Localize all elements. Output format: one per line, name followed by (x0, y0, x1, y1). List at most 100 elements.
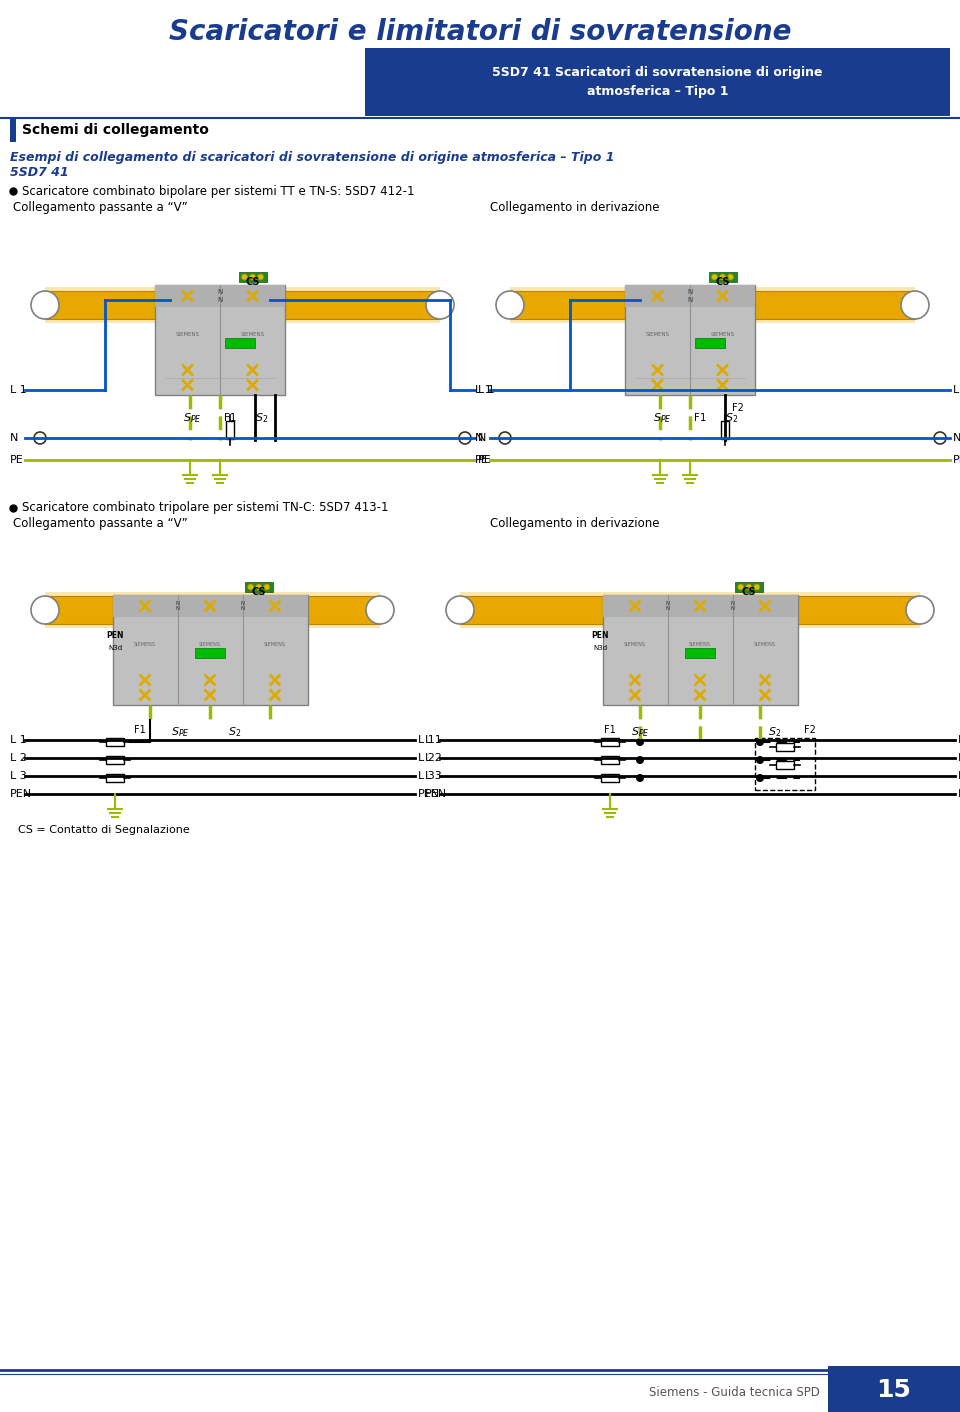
Circle shape (636, 774, 644, 782)
Text: Scaricatore combinato bipolare per sistemi TT e TN-S: 5SD7 412-1: Scaricatore combinato bipolare per siste… (22, 185, 415, 198)
Bar (106, 774, 124, 782)
Bar (601, 755, 619, 764)
Text: N
N: N N (687, 289, 692, 302)
Bar (603, 594, 798, 617)
Bar (45, 291, 440, 319)
Text: 15: 15 (876, 1378, 911, 1402)
Bar (510, 287, 915, 323)
Circle shape (906, 596, 934, 624)
Circle shape (446, 596, 474, 624)
Text: CS = Contatto di Segnalazione: CS = Contatto di Segnalazione (18, 825, 190, 834)
Text: $S_2$: $S_2$ (228, 726, 242, 738)
Text: CS: CS (715, 277, 730, 287)
Text: L 1: L 1 (958, 736, 960, 746)
Bar (460, 592, 920, 628)
Bar (245, 582, 273, 592)
Text: L 3: L 3 (958, 771, 960, 781)
Circle shape (719, 274, 726, 280)
Text: N: N (478, 433, 487, 443)
Circle shape (255, 585, 262, 590)
Circle shape (711, 274, 717, 280)
Text: L 1: L 1 (953, 385, 960, 395)
Text: F1: F1 (694, 412, 707, 424)
Text: Esempi di collegamento di scaricatori di sovratensione di origine atmosferica – : Esempi di collegamento di scaricatori di… (10, 151, 614, 164)
Text: SIEMENS: SIEMENS (645, 332, 669, 337)
Text: L 2: L 2 (425, 753, 442, 762)
Text: PE: PE (475, 455, 489, 465)
Bar (601, 774, 619, 782)
Text: SIEMENS: SIEMENS (240, 332, 265, 337)
Text: Schemi di collegamento: Schemi di collegamento (22, 123, 209, 137)
Bar (708, 273, 736, 282)
Text: L 2: L 2 (418, 753, 435, 762)
Text: N
N: N N (240, 600, 245, 611)
Circle shape (31, 596, 59, 624)
Bar (45, 592, 380, 628)
Text: PE: PE (953, 455, 960, 465)
Circle shape (636, 738, 644, 746)
Bar (685, 648, 715, 658)
Bar (155, 285, 285, 306)
Text: PEN: PEN (10, 789, 32, 799)
Bar (155, 285, 285, 395)
Text: F1: F1 (604, 724, 616, 736)
Bar (776, 743, 794, 751)
Circle shape (257, 274, 263, 280)
Text: PE: PE (10, 455, 24, 465)
Bar (776, 761, 794, 770)
Text: N
N: N N (665, 600, 669, 611)
Text: PEN: PEN (107, 631, 124, 640)
Text: Collegamento in derivazione: Collegamento in derivazione (490, 518, 660, 531)
Circle shape (459, 432, 471, 443)
Circle shape (31, 291, 59, 319)
Bar (734, 582, 763, 592)
Text: PEN: PEN (418, 789, 440, 799)
Text: L 1: L 1 (478, 385, 494, 395)
Circle shape (636, 755, 644, 764)
Bar (695, 337, 725, 347)
Text: F2: F2 (804, 724, 816, 736)
Text: Collegamento in derivazione: Collegamento in derivazione (490, 202, 660, 215)
Text: Siemens - Guida tecnica SPD: Siemens - Guida tecnica SPD (649, 1387, 820, 1399)
Text: $S_2$: $S_2$ (726, 411, 738, 425)
Text: SIEMENS: SIEMENS (199, 642, 221, 648)
Bar (195, 648, 225, 658)
Text: $S_2$: $S_2$ (768, 726, 781, 738)
Circle shape (248, 585, 253, 590)
Text: N
N: N N (176, 600, 180, 611)
Text: F1: F1 (134, 724, 146, 736)
Text: F2: F2 (732, 402, 744, 412)
Text: 5SD7 41: 5SD7 41 (10, 165, 69, 178)
Circle shape (496, 291, 524, 319)
Circle shape (34, 432, 46, 443)
Bar (112, 594, 307, 705)
Bar (603, 594, 798, 705)
Bar (238, 273, 267, 282)
Text: N
N: N N (731, 600, 734, 611)
Text: $S_{PE}$: $S_{PE}$ (182, 411, 202, 425)
Bar (106, 738, 124, 746)
Text: CS: CS (741, 587, 756, 597)
Text: $S_{PE}$: $S_{PE}$ (653, 411, 671, 425)
Bar (601, 738, 619, 746)
Text: L 3: L 3 (418, 771, 435, 781)
Circle shape (754, 585, 759, 590)
Circle shape (737, 585, 744, 590)
Text: N: N (475, 433, 484, 443)
Text: N3d: N3d (108, 645, 122, 651)
Text: PEN: PEN (591, 631, 609, 640)
Text: Scaricatore combinato tripolare per sistemi TN-C: 5SD7 413-1: Scaricatore combinato tripolare per sist… (22, 501, 389, 514)
Text: Scaricatori e limitatori di sovratensione: Scaricatori e limitatori di sovratension… (169, 18, 791, 47)
Text: SIEMENS: SIEMENS (264, 642, 286, 648)
Text: PE: PE (478, 455, 492, 465)
Bar (460, 596, 920, 624)
Text: L 3: L 3 (425, 771, 442, 781)
Text: 5SD7 41 Scaricatori di sovratensione di origine
atmosferica – Tipo 1: 5SD7 41 Scaricatori di sovratensione di … (492, 66, 823, 97)
Text: PEN: PEN (958, 789, 960, 799)
Text: N
N: N N (217, 289, 223, 302)
Text: SIEMENS: SIEMENS (710, 332, 734, 337)
Text: L 1: L 1 (10, 736, 27, 746)
Circle shape (746, 585, 752, 590)
Circle shape (756, 738, 764, 746)
Text: Collegamento passante a “V”: Collegamento passante a “V” (13, 518, 188, 531)
